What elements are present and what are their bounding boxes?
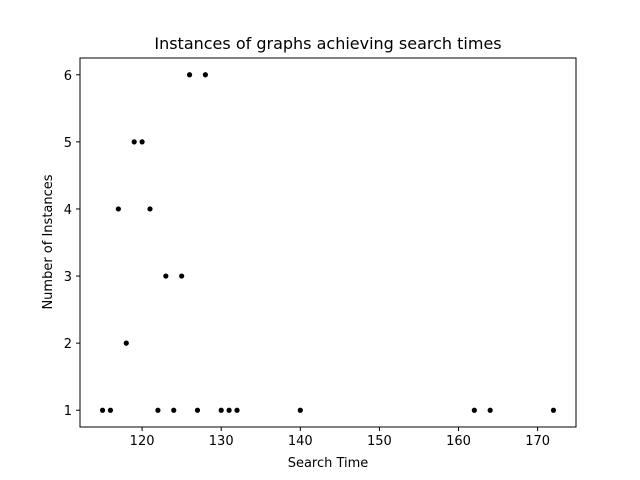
data-point [147, 206, 153, 212]
data-point [297, 407, 303, 413]
data-point [234, 407, 240, 413]
y-axis-label: Number of Instances [41, 174, 56, 309]
x-axis-label: Search Time [288, 456, 369, 471]
x-tick-label: 140 [288, 434, 313, 449]
data-point [163, 273, 169, 279]
chart-title: Instances of graphs achieving search tim… [154, 34, 501, 53]
data-point [202, 72, 208, 78]
data-point [550, 407, 557, 413]
data-point [218, 407, 224, 413]
y-tick-label: 2 [64, 337, 72, 352]
x-axis: 120 130 140 150 160 170 [130, 427, 550, 449]
data-point [107, 407, 114, 413]
x-tick-label: 150 [367, 434, 392, 449]
data-point [194, 407, 201, 413]
y-tick-label: 3 [64, 270, 72, 285]
y-tick-label: 5 [64, 136, 72, 151]
data-point [99, 407, 106, 413]
data-point [186, 72, 193, 78]
data-point [487, 407, 493, 413]
x-tick-label: 160 [446, 434, 471, 449]
plot-frame [79, 57, 577, 428]
data-point [155, 407, 161, 413]
data-point [171, 407, 177, 413]
data-point [179, 273, 185, 279]
y-tick-label: 4 [64, 203, 72, 218]
data-point [471, 407, 477, 413]
y-axis: 1 2 3 4 5 6 [64, 69, 80, 419]
y-tick-label: 1 [64, 404, 72, 419]
x-tick-label: 120 [130, 434, 155, 449]
data-point [226, 407, 232, 413]
data-point [115, 206, 121, 212]
data-point [139, 139, 145, 145]
y-tick-label: 6 [64, 69, 72, 84]
data-point [131, 139, 137, 145]
data-point [123, 340, 129, 346]
x-tick-label: 170 [525, 434, 550, 449]
x-tick-label: 130 [209, 434, 234, 449]
data-points [99, 72, 557, 413]
